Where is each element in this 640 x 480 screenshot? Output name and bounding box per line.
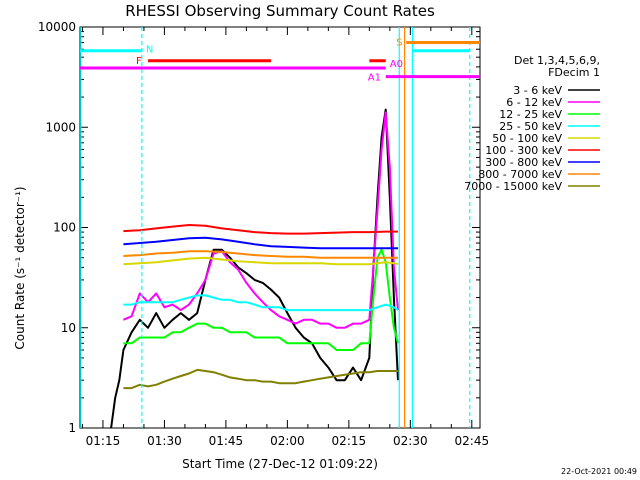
flag-label: A0 [390,59,403,70]
series-line-3 [123,294,399,312]
series-line-8 [123,368,398,390]
x-tick-label: 01:45 [209,434,244,448]
y-tick-label: 10 [61,321,76,335]
x-tick-label: 02:00 [270,434,305,448]
legend-header-line-2: FDecim 1 [548,66,600,79]
x-tick-label: 02:45 [455,434,490,448]
flag-label: N [146,45,153,56]
chart-title: RHESSI Observing Summary Count Rates [125,2,435,20]
x-tick-label: 01:15 [86,434,121,448]
legend-label: 50 - 100 keV [492,132,562,145]
legend-label: 100 - 300 keV [485,144,562,157]
series-line-1 [123,111,399,329]
series-line-5 [123,224,398,235]
y-axis-label-group: Count Rate (s⁻¹ detector⁻¹) [13,186,27,349]
legend-label: 300 - 800 keV [485,156,562,169]
series-line-2 [123,248,399,351]
legend-label: 7000 - 15000 keV [464,180,562,193]
legend-label: 800 - 7000 keV [478,168,562,181]
series-layer [110,108,399,428]
x-tick-label: 02:15 [332,434,367,448]
y-tick-label: 1000 [45,120,76,134]
legend-label: 25 - 50 keV [499,120,562,133]
series-line-7 [123,250,398,259]
footer-date: 22-Oct-2021 00:49 [561,467,637,476]
axes: 1 10 100 1000 10000 01:15 01:30 01:45 02:00 02:15… [38,20,489,448]
y-tick-label: 1 [68,421,76,435]
x-tick-label: 02:30 [393,434,428,448]
flag-label: A1 [368,73,381,84]
flag-label: F [136,56,142,67]
series-line-6 [123,236,398,250]
x-axis-label: Start Time (27-Dec-12 01:09:22) [182,457,378,471]
y-axis-label: Count Rate (s⁻¹ detector⁻¹) [13,186,27,349]
legend-label: 12 - 25 keV [499,108,562,121]
y-tick-label: 100 [53,221,76,235]
flag-label: S [396,38,402,49]
flag-layer: NF A1 A0 S [80,27,480,428]
legend-label: 6 - 12 keV [506,96,562,109]
legend-label: 3 - 6 keV [513,84,562,97]
x-tick-label: 01:30 [147,434,182,448]
y-tick-label: 10000 [38,20,76,34]
series-line-4 [123,256,399,266]
legend-header-line-1: Det 1,3,4,5,6,9, [514,54,600,67]
